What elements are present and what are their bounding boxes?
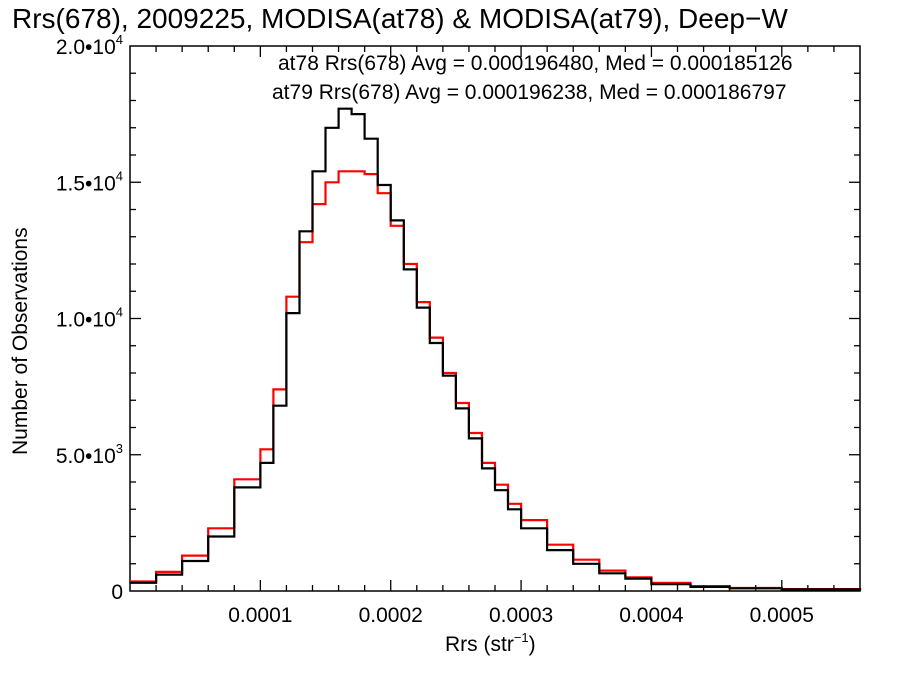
y-tick-label: 1.0•104 — [56, 305, 123, 332]
x-tick-label: 0.0003 — [489, 604, 553, 627]
series-line-at78 — [130, 107, 862, 591]
y-axis-ticks: 0 5.0•103 1.0•104 1.5•104 2.0•104 — [56, 32, 860, 604]
plot-border — [129, 45, 861, 592]
chart-title: Rrs(678), 2009225, MODISA(at78) & MODISA… — [12, 3, 788, 34]
series-at79-stats: at79 Rrs(678) Avg = 0.000196238, Med = 0… — [272, 81, 787, 104]
x-axis-label-close: ) — [529, 633, 536, 656]
x-axis-label-text: Rrs (str — [445, 633, 514, 656]
y-tick-label: 1.5•104 — [56, 168, 123, 195]
x-tick-label: 0.0005 — [750, 604, 814, 627]
x-tick-label: 0.0002 — [359, 604, 423, 627]
y-tick-label: 5.0•103 — [56, 441, 123, 468]
histogram-series — [130, 107, 862, 591]
series-at78-stats: at78 Rrs(678) Avg = 0.000196480, Med = 0… — [278, 52, 793, 75]
y-axis-label: Number of Observations — [9, 227, 32, 455]
x-tick-label: 0.0001 — [228, 604, 292, 627]
x-axis-ticks: 0.0001 0.0002 0.0003 0.0004 0.0005 — [155, 46, 835, 627]
x-tick-label: 0.0004 — [619, 604, 684, 627]
plot-frame — [129, 45, 861, 592]
y-tick-label: 0 — [111, 581, 123, 604]
x-axis-label-superscript: −1 — [514, 630, 529, 645]
y-tick-label: 2.0•104 — [56, 32, 123, 59]
x-axis-label: Rrs (str−1) — [445, 630, 536, 656]
series-line-at79 — [130, 170, 862, 591]
